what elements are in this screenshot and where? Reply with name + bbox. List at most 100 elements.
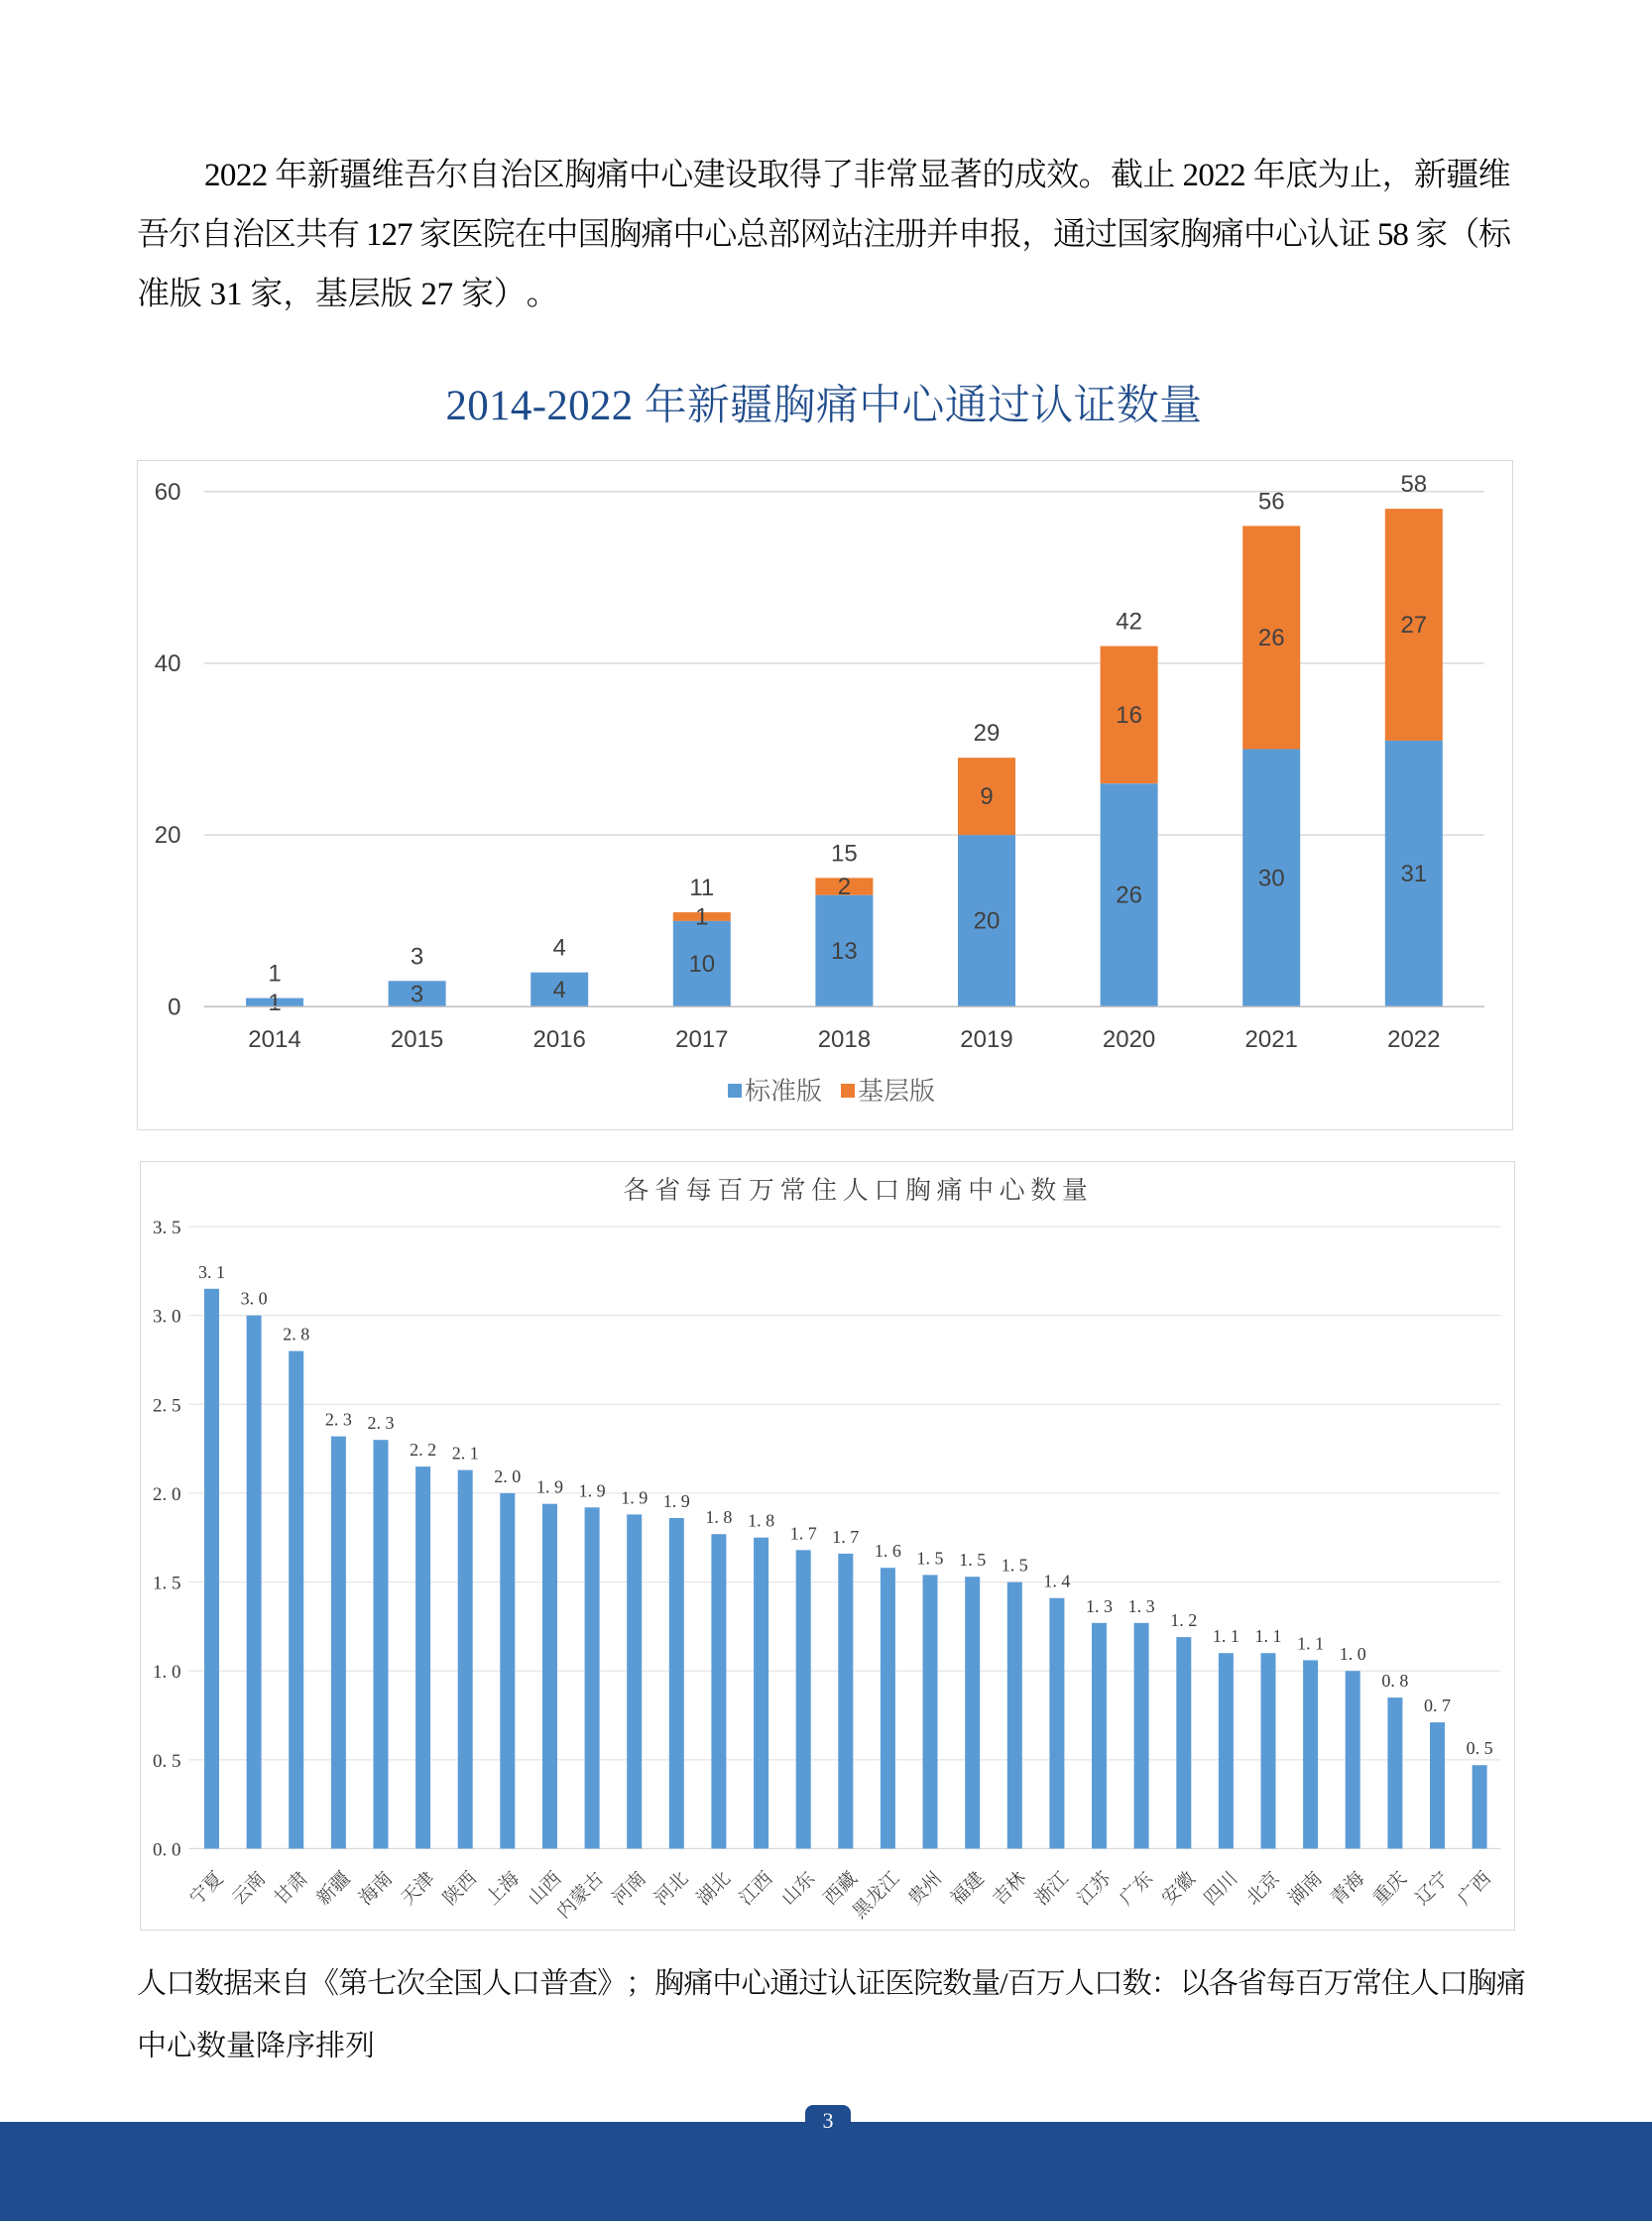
svg-text:1. 9: 1. 9 xyxy=(663,1491,690,1511)
svg-text:1. 9: 1. 9 xyxy=(579,1480,606,1500)
svg-text:浙江: 浙江 xyxy=(1031,1868,1073,1910)
svg-text:1. 8: 1. 8 xyxy=(705,1507,732,1527)
svg-text:2014: 2014 xyxy=(248,1026,300,1053)
svg-text:1. 5: 1. 5 xyxy=(153,1574,181,1594)
svg-text:1. 3: 1. 3 xyxy=(1128,1596,1155,1616)
svg-text:1. 1: 1. 1 xyxy=(1297,1633,1324,1653)
svg-text:贵州: 贵州 xyxy=(904,1868,946,1910)
svg-text:2022: 2022 xyxy=(1387,1026,1440,1053)
svg-text:2. 3: 2. 3 xyxy=(325,1410,352,1430)
svg-text:宁夏: 宁夏 xyxy=(186,1868,228,1910)
svg-text:2. 0: 2. 0 xyxy=(494,1466,521,1486)
svg-text:吉林: 吉林 xyxy=(990,1868,1031,1910)
svg-text:上海: 上海 xyxy=(482,1868,524,1910)
svg-text:安徽: 安徽 xyxy=(1158,1868,1200,1910)
svg-text:甘肃: 甘肃 xyxy=(271,1868,312,1910)
svg-text:河南: 河南 xyxy=(609,1868,650,1910)
svg-text:1. 6: 1. 6 xyxy=(875,1541,901,1561)
svg-text:42: 42 xyxy=(1116,609,1142,636)
svg-text:20: 20 xyxy=(974,908,1001,935)
svg-text:黑龙江: 黑龙江 xyxy=(849,1868,903,1923)
svg-text:新疆: 新疆 xyxy=(313,1868,355,1910)
svg-text:2017: 2017 xyxy=(675,1026,728,1053)
svg-text:河北: 河北 xyxy=(651,1868,693,1910)
svg-text:1. 1: 1. 1 xyxy=(1213,1626,1239,1646)
svg-text:13: 13 xyxy=(831,938,858,965)
svg-text:1. 5: 1. 5 xyxy=(959,1550,986,1570)
svg-text:重庆: 重庆 xyxy=(1368,1867,1410,1909)
svg-text:0: 0 xyxy=(168,994,180,1020)
svg-text:3. 0: 3. 0 xyxy=(153,1307,181,1328)
svg-text:0. 5: 0. 5 xyxy=(1467,1738,1493,1758)
svg-text:4: 4 xyxy=(553,935,566,962)
svg-text:基层版: 基层版 xyxy=(858,1077,935,1106)
svg-text:2. 5: 2. 5 xyxy=(153,1395,181,1416)
svg-text:江西: 江西 xyxy=(736,1868,777,1910)
svg-text:1: 1 xyxy=(268,961,281,988)
svg-text:1. 9: 1. 9 xyxy=(621,1487,648,1507)
svg-text:27: 27 xyxy=(1400,612,1427,639)
svg-text:26: 26 xyxy=(1116,882,1142,909)
svg-text:1. 5: 1. 5 xyxy=(1002,1556,1028,1576)
svg-text:山东: 山东 xyxy=(778,1868,820,1910)
svg-text:1. 8: 1. 8 xyxy=(748,1511,774,1531)
svg-text:2. 2: 2. 2 xyxy=(410,1440,436,1460)
svg-text:0. 5: 0. 5 xyxy=(153,1751,181,1772)
svg-text:2019: 2019 xyxy=(960,1026,1012,1053)
svg-text:1. 1: 1. 1 xyxy=(1255,1626,1282,1646)
svg-text:天津: 天津 xyxy=(398,1868,439,1910)
svg-text:内蒙古: 内蒙古 xyxy=(553,1868,608,1923)
svg-text:1. 5: 1. 5 xyxy=(917,1548,944,1568)
svg-text:2021: 2021 xyxy=(1245,1026,1298,1053)
svg-text:3. 1: 3. 1 xyxy=(198,1262,225,1282)
svg-text:广西: 广西 xyxy=(1454,1868,1495,1910)
svg-text:2016: 2016 xyxy=(533,1026,586,1053)
svg-text:0. 0: 0. 0 xyxy=(153,1839,181,1860)
svg-text:1. 0: 1. 0 xyxy=(153,1662,181,1683)
svg-text:2. 3: 2. 3 xyxy=(368,1413,395,1433)
svg-text:11: 11 xyxy=(689,875,714,901)
svg-text:2. 8: 2. 8 xyxy=(283,1325,309,1345)
svg-text:广东: 广东 xyxy=(1116,1868,1157,1910)
svg-text:湖北: 湖北 xyxy=(693,1868,735,1910)
svg-text:1. 9: 1. 9 xyxy=(536,1477,563,1497)
svg-text:40: 40 xyxy=(155,650,181,677)
svg-text:10: 10 xyxy=(688,951,715,978)
svg-text:2020: 2020 xyxy=(1103,1026,1155,1053)
svg-text:1: 1 xyxy=(695,903,708,930)
svg-text:陕西: 陕西 xyxy=(440,1868,482,1910)
svg-text:辽宁: 辽宁 xyxy=(1412,1868,1454,1910)
svg-text:1: 1 xyxy=(268,990,281,1016)
svg-text:15: 15 xyxy=(831,840,858,867)
svg-text:海南: 海南 xyxy=(355,1868,397,1910)
svg-text:1. 2: 1. 2 xyxy=(1170,1610,1197,1630)
svg-text:1. 4: 1. 4 xyxy=(1043,1572,1070,1591)
svg-text:3. 0: 3. 0 xyxy=(241,1289,268,1309)
svg-text:北京: 北京 xyxy=(1242,1867,1284,1909)
svg-text:29: 29 xyxy=(974,720,1001,747)
svg-text:9: 9 xyxy=(980,783,993,810)
svg-text:20: 20 xyxy=(155,822,181,849)
svg-text:2. 1: 2. 1 xyxy=(452,1444,479,1464)
svg-text:0. 8: 0. 8 xyxy=(1381,1671,1408,1691)
svg-text:58: 58 xyxy=(1400,471,1427,498)
svg-text:2. 0: 2. 0 xyxy=(153,1484,181,1505)
svg-text:1. 7: 1. 7 xyxy=(832,1527,859,1547)
svg-text:云南: 云南 xyxy=(228,1868,270,1910)
svg-text:56: 56 xyxy=(1258,488,1285,515)
svg-text:3: 3 xyxy=(411,943,423,970)
svg-text:青海: 青海 xyxy=(1328,1868,1369,1910)
svg-text:江苏: 江苏 xyxy=(1073,1867,1115,1909)
svg-text:30: 30 xyxy=(1258,865,1285,891)
svg-text:2018: 2018 xyxy=(818,1026,871,1053)
svg-text:31: 31 xyxy=(1400,861,1427,887)
svg-text:湖南: 湖南 xyxy=(1285,1868,1327,1910)
svg-text:各省每百万常住人口胸痛中心数量: 各省每百万常住人口胸痛中心数量 xyxy=(623,1176,1093,1205)
svg-text:3: 3 xyxy=(411,981,423,1007)
svg-text:4: 4 xyxy=(553,977,566,1003)
svg-text:四川: 四川 xyxy=(1201,1868,1242,1910)
svg-text:1. 7: 1. 7 xyxy=(790,1523,817,1543)
svg-text:0. 7: 0. 7 xyxy=(1424,1696,1451,1715)
svg-text:60: 60 xyxy=(155,479,181,506)
svg-text:2015: 2015 xyxy=(391,1026,443,1053)
